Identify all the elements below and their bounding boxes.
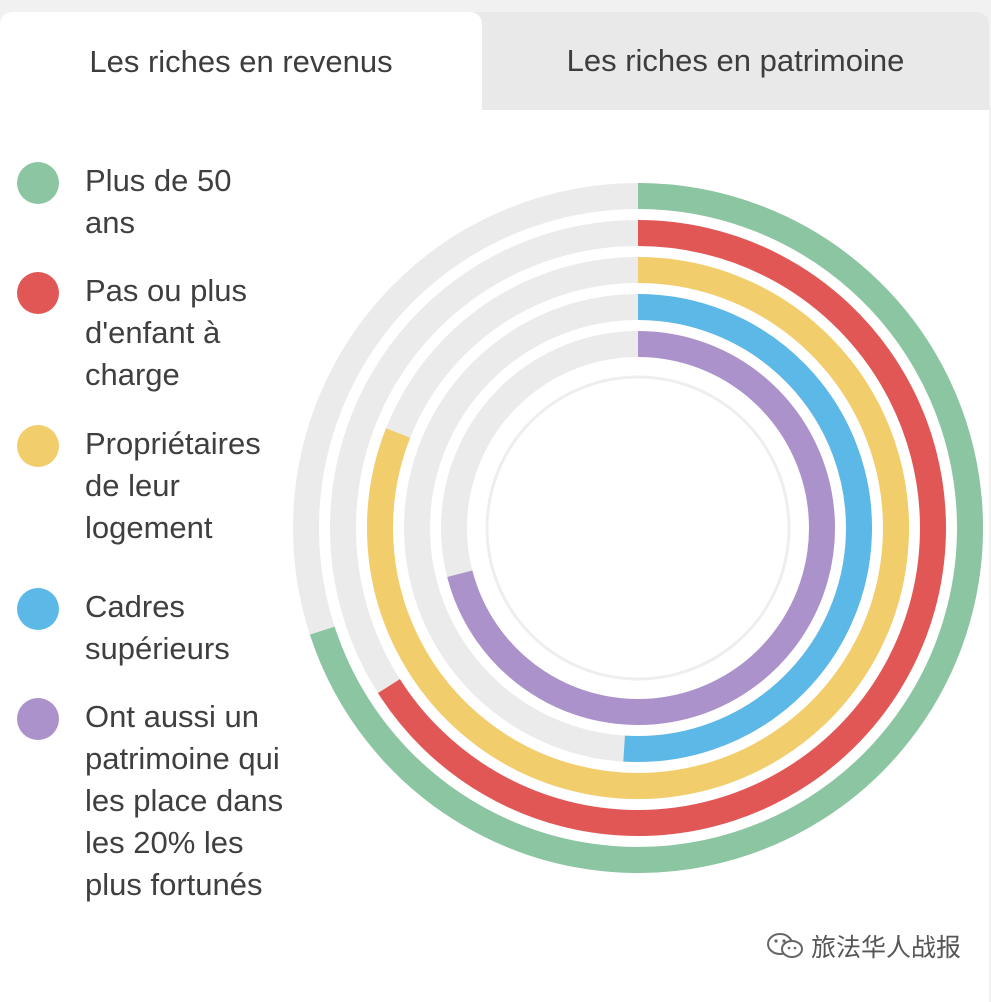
legend-label-4: Ont aussi un patrimoine qui les place da…: [85, 699, 284, 902]
chart-card: Les riches en revenus Les riches en patr…: [0, 12, 989, 1002]
radial-bar-chart: [293, 183, 983, 873]
ring-bar-4[interactable]: [447, 331, 835, 725]
legend-dot-1: [17, 272, 59, 314]
wechat-icon: [766, 933, 803, 958]
ring-bar-1[interactable]: [377, 220, 946, 836]
legend-dot-3: [17, 588, 59, 630]
legend-dot-0: [17, 162, 59, 204]
tab-riches-patrimoine[interactable]: Les riches en patrimoine: [566, 43, 905, 78]
tab-bar: Les riches en revenus Les riches en patr…: [0, 12, 989, 112]
ring-bar-2[interactable]: [367, 257, 909, 799]
watermark-text: 旅法华人战报: [810, 933, 961, 962]
legend-label-0: Plus de 50 ans: [85, 163, 232, 240]
legend-label-1: Pas ou plus d'enfant à charge: [85, 273, 247, 392]
inner-ring: [485, 375, 791, 681]
watermark: 旅法华人战报: [765, 928, 961, 964]
legend-dot-4: [17, 698, 59, 740]
legend-dot-2: [17, 425, 59, 467]
ring-bar-0[interactable]: [309, 183, 983, 873]
legend-label-2: Propriétaires de leur logement: [85, 426, 261, 545]
tab-riches-revenus[interactable]: Les riches en revenus: [0, 12, 482, 112]
ring-bar-3[interactable]: [623, 294, 872, 762]
legend-label-3: Cadres supérieurs: [85, 589, 230, 666]
